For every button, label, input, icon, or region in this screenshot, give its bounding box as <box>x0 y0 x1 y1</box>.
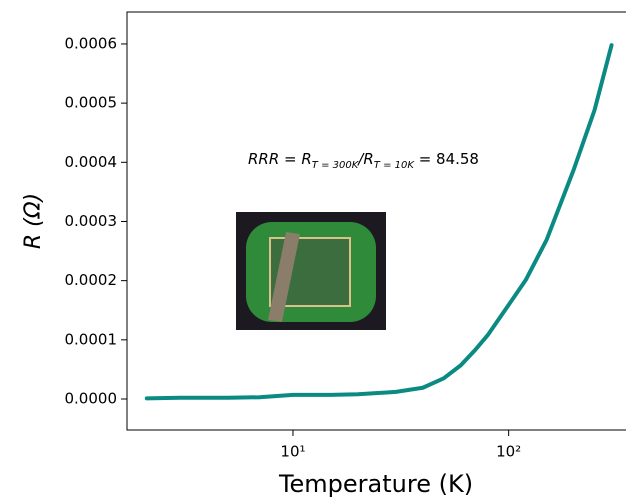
annotation-text: RRR = R <box>248 150 312 168</box>
x-axis-label: Temperature (K) <box>278 470 473 498</box>
annotation-subscript: T = 10K <box>374 160 416 171</box>
y-tick-label: 0.0004 <box>65 153 118 171</box>
y-tick-label: 0.0002 <box>65 271 118 289</box>
y-tick-label: 0.0000 <box>65 389 118 407</box>
annotation-subscript: T = 300K <box>312 160 360 171</box>
annotation: RRR = RT = 300K/RT = 10K = 84.58 <box>248 150 479 171</box>
y-tick-label: 0.0001 <box>65 330 118 348</box>
y-tick-label: 0.0005 <box>65 94 118 112</box>
annotation-text: = 84.58 <box>414 150 479 168</box>
y-axis-label: R (Ω) <box>21 193 46 249</box>
x-tick-label: 10¹ <box>280 443 305 461</box>
sample-strip <box>268 232 300 322</box>
x-tick-label: 10² <box>496 443 521 461</box>
annotation-text: /R <box>356 150 373 168</box>
y-tick-label: 0.0006 <box>65 34 118 52</box>
data-line <box>144 43 614 401</box>
inset-photo <box>236 212 386 330</box>
y-tick-label: 0.0003 <box>65 212 118 230</box>
